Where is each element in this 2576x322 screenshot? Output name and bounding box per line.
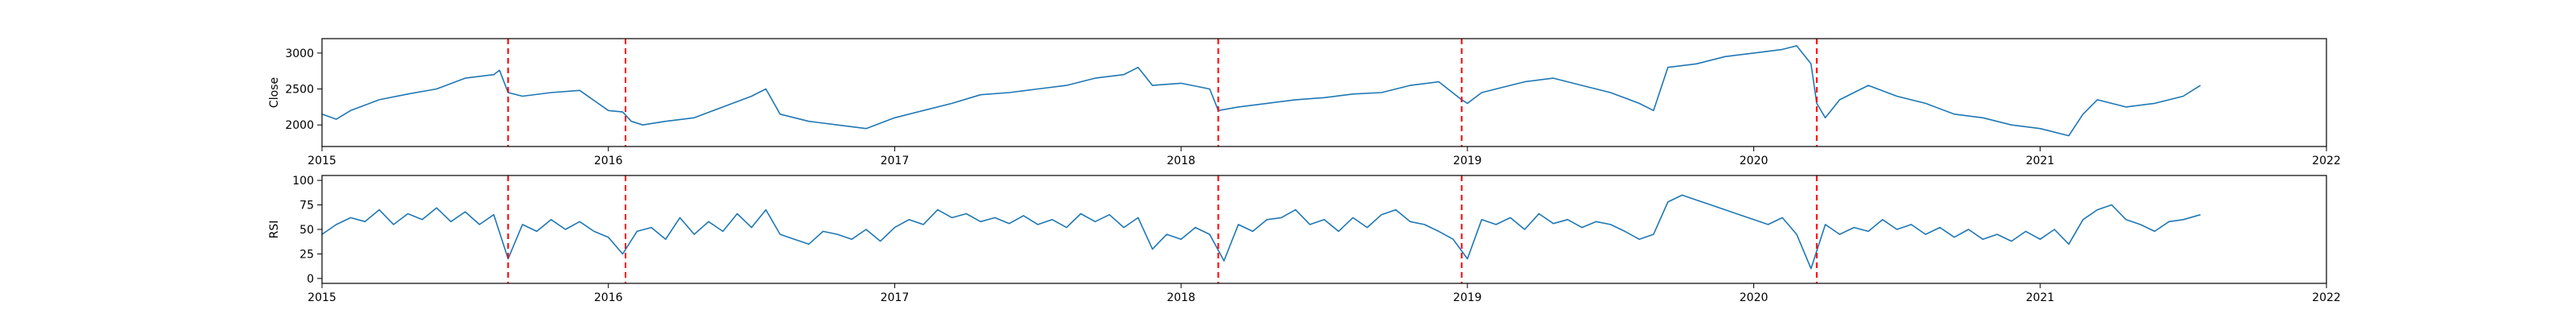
rsi-y-tick-label-3: 75 [299, 200, 314, 213]
close-x-tick-label-0: 2015 [308, 155, 336, 167]
rsi-series-line-0 [321, 194, 2201, 270]
rsi-y-tick-label-2: 50 [299, 224, 314, 237]
close-price-panel: 2015 2016 2017 2018 2019 2020 2021 2022 2000 2500… [268, 38, 2341, 167]
close-x-tick-label-5: 2020 [1740, 155, 1769, 167]
rsi-y-tick-label-4: 100 [292, 175, 314, 188]
close-x-tick-label-4: 2019 [1453, 155, 1482, 167]
close-series-line-0 [321, 45, 2201, 137]
rsi-y-axis-label: RSI [268, 221, 281, 239]
rsi-axes-frame [321, 175, 2327, 284]
rsi-y-tick-label-0: 0 [307, 273, 314, 286]
rsi-x-tick-label-3: 2018 [1166, 291, 1195, 304]
close-x-tick-label-6: 2021 [2025, 155, 2054, 167]
close-x-tick-label-7: 2022 [2312, 155, 2341, 167]
rsi-x-tick-label-1: 2016 [594, 291, 623, 304]
rsi-x-tick-label-5: 2020 [1740, 291, 1769, 304]
close-x-tick-label-1: 2016 [594, 155, 623, 167]
close-y-tick-label-2: 3000 [285, 47, 314, 60]
close-y-tick-label-1: 2500 [285, 84, 314, 97]
rsi-x-tick-label-4: 2019 [1453, 291, 1482, 304]
rsi-y-tick-label-1: 25 [299, 248, 314, 261]
close-axes-frame [321, 38, 2327, 147]
close-x-tick-label-3: 2018 [1166, 155, 1195, 167]
rsi-x-tick-label-2: 2017 [881, 291, 910, 304]
close-y-tick-label-0: 2000 [285, 119, 314, 132]
close-y-axis-label: Close [268, 77, 281, 108]
rsi-x-tick-label-0: 2015 [308, 291, 336, 304]
close-x-tick-label-2: 2017 [881, 155, 910, 167]
rsi-x-tick-label-7: 2022 [2312, 291, 2341, 304]
rsi-x-tick-label-6: 2021 [2025, 291, 2054, 304]
rsi-panel: 2015 2016 2017 2018 2019 2020 2021 2022 0 25 50 75 1… [268, 175, 2341, 304]
